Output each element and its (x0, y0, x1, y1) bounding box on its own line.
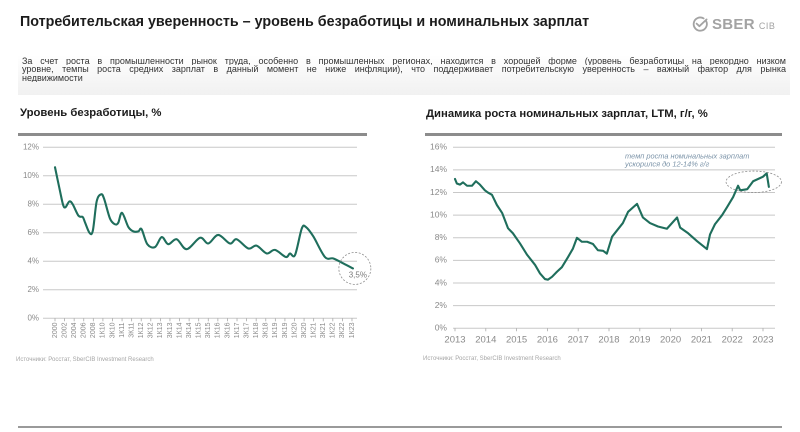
unemployment-x-tick-label: 1К21 (311, 322, 318, 338)
logo-brand: SBER (712, 15, 755, 33)
unemployment-x-tick-label: 3К11 (128, 322, 135, 337)
wages-x-tick-label: 2017 (568, 335, 589, 346)
unemployment-y-tick-label: 0% (27, 313, 39, 322)
unemployment-x-tick-label: 3К12 (148, 322, 155, 338)
wages-y-tick-label: 2% (435, 300, 448, 310)
unemployment-x-tick-label: 3К16 (224, 322, 231, 338)
wages-x-tick-label: 2014 (475, 335, 496, 346)
wages-x-tick-label: 2023 (752, 335, 773, 346)
summary-line-3: недвижимости (22, 73, 83, 83)
unemployment-x-tick-label: 1К11 (119, 322, 126, 337)
unemployment-x-tick-label: 1К17 (234, 322, 241, 338)
wages-x-tick-label: 2021 (691, 335, 712, 346)
wages-gridlines (453, 146, 775, 329)
unemployment-y-tick-label: 8% (27, 199, 39, 208)
unemployment-x-tick-label: 3К17 (243, 322, 250, 338)
summary-line-2: уровне, темпы роста средних зарплат в да… (22, 65, 786, 74)
unemployment-x-tick-label: 1К14 (176, 322, 183, 338)
unemployment-x-tick-label: 3К10 (109, 322, 116, 338)
wages-x-tick-label: 2015 (506, 335, 527, 346)
unemployment-y-tick-label: 10% (23, 171, 39, 180)
wages-y-tick-label: 6% (435, 255, 448, 265)
wages-x-tick-label: 2022 (722, 335, 743, 346)
wages-x-tick-label: 2020 (660, 335, 681, 346)
wages-chart-title: Динамика роста номинальных зарплат, LTM,… (426, 108, 708, 120)
unemployment-chart-header-bar (18, 133, 367, 136)
unemployment-x-tick-label: 1К18 (253, 322, 260, 338)
unemployment-x-tick-label: 1К22 (330, 322, 337, 338)
unemployment-y-tick-label: 4% (27, 256, 39, 265)
unemployment-x-tick-label: 2000 (52, 322, 59, 338)
wages-annotation-text: темп роста номинальных зарплат (625, 151, 749, 160)
unemployment-x-tick-label: 2008 (90, 322, 97, 338)
unemployment-chart-title: Уровень безработицы, % (20, 107, 162, 119)
unemployment-y-tick-label: 12% (23, 142, 39, 151)
unemployment-callout-label: 3,5% (349, 270, 367, 279)
wages-y-tick-label: 12% (430, 187, 447, 197)
unemployment-x-tick-label: 3К19 (282, 322, 289, 338)
unemployment-x-tick-label: 1К10 (100, 322, 107, 338)
wages-y-tick-label: 10% (430, 209, 447, 219)
wages-y-tick-label: 4% (435, 277, 448, 287)
page-title: Потребительская уверенность – уровень бе… (20, 14, 590, 30)
wages-x-tick-label: 2013 (444, 335, 465, 346)
sber-cib-logo: SBER CIB (692, 15, 775, 33)
unemployment-x-tick-label: 3К15 (205, 322, 212, 338)
unemployment-x-tick-label: 3К20 (301, 322, 308, 338)
unemployment-x-tick-label: 1К15 (196, 322, 203, 338)
wages-y-tick-label: 8% (435, 232, 448, 242)
unemployment-x-tick-label: 1К12 (138, 322, 145, 338)
wages-callout-ellipse (725, 170, 782, 193)
unemployment-x-tick-label: 1К20 (291, 322, 298, 338)
wages-x-tick-label: 2018 (598, 335, 619, 346)
summary-block: За счет роста в промышленности рынок тру… (18, 55, 790, 95)
unemployment-y-tick-label: 6% (27, 228, 39, 237)
unemployment-x-tick-label: 1К19 (272, 322, 279, 338)
wages-y-tick-label: 14% (430, 164, 447, 174)
unemployment-x-tick-label: 2002 (61, 322, 68, 338)
unemployment-x-tick-label: 1К16 (215, 322, 222, 338)
unemployment-x-tick-label: 1К23 (349, 322, 356, 338)
wages-chart-header-bar (425, 133, 782, 136)
wages-x-tick-label: 2016 (537, 335, 558, 346)
wages-y-axis: 0% 2% 4% 6% 8% 10% 12% 14% 16% (430, 142, 447, 333)
wages-series-line (453, 172, 770, 281)
unemployment-x-tick-label: 3К18 (263, 322, 270, 338)
wages-annotation-text: ускорился до 12-14% г/г (624, 160, 710, 169)
unemployment-y-tick-label: 2% (27, 285, 39, 294)
unemployment-x-tick-label: 3К14 (186, 322, 193, 338)
unemployment-x-tick-label: 2004 (71, 322, 78, 338)
sber-check-circle-icon (692, 16, 708, 32)
logo-suffix: CIB (758, 20, 776, 31)
unemployment-y-axis: 0% 2% 4% 6% 8% 10% 12% (23, 142, 39, 322)
unemployment-series-line (53, 166, 354, 270)
wages-chart-source: Источники: Росстат, SberCIB Investment R… (423, 356, 561, 362)
footer-divider (18, 426, 782, 428)
wages-x-axis: 2013 2014 2015 2016 2017 2018 2019 2020 2021 2022… (444, 328, 774, 346)
unemployment-x-tick-label: 2006 (81, 322, 88, 338)
wages-x-tick-label: 2019 (629, 335, 650, 346)
summary-line-1: За счет роста в промышленности рынок тру… (22, 57, 786, 66)
wages-y-tick-label: 16% (430, 142, 447, 152)
unemployment-x-tick-label: 3К21 (320, 322, 327, 338)
wages-y-tick-label: 0% (435, 323, 448, 333)
unemployment-chart-source: Источники: Росстат, SberCIB Investment R… (16, 357, 154, 363)
unemployment-x-tick-label: 3К22 (339, 322, 346, 338)
unemployment-gridlines (43, 146, 357, 319)
unemployment-x-tick-label: 3К13 (167, 322, 174, 338)
unemployment-callout-circle (338, 252, 372, 285)
unemployment-x-axis: 2000 2002 2004 2006 2008 1К10 3К10 1К11 3К11 1К12… (52, 318, 356, 338)
unemployment-x-tick-label: 1К13 (157, 322, 164, 338)
